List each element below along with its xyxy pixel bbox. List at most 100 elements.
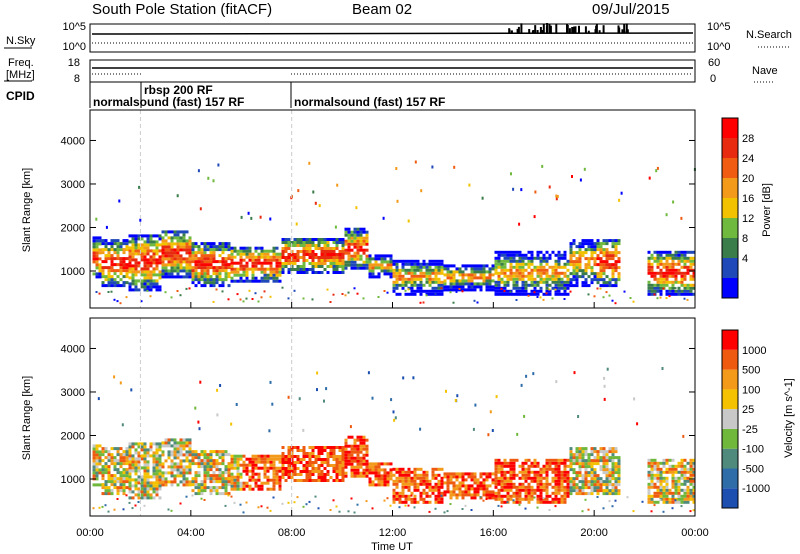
velocity-cell: [578, 492, 582, 496]
velocity-cell: [563, 485, 567, 489]
velocity-cell: [488, 484, 492, 488]
power-cell: [461, 285, 465, 289]
power-cell: [605, 281, 609, 285]
power-cell: [668, 292, 672, 296]
power-cell: [611, 245, 615, 249]
velocity-cell: [593, 486, 597, 490]
power-cell: [575, 272, 579, 276]
velocity-cell: [281, 467, 285, 470]
velocity-cell: [287, 476, 291, 479]
power-cell: [506, 256, 510, 260]
velocity-cell: [332, 499, 335, 502]
power-cell: [389, 269, 393, 273]
velocity-cell: [458, 490, 462, 494]
power-cell: [611, 269, 615, 273]
power-cell: [656, 256, 660, 260]
velocity-cell: [158, 466, 162, 470]
power-cell: [395, 268, 399, 272]
velocity-cell: [350, 435, 354, 439]
power-cell: [119, 284, 123, 288]
velocity-cell: [170, 465, 174, 469]
power-cell: [515, 286, 519, 290]
velocity-cell: [689, 458, 693, 462]
velocity-cell: [278, 484, 282, 488]
velocity-cell: [686, 479, 690, 483]
power-cell: [251, 261, 255, 265]
velocity-cell: [668, 488, 672, 492]
power-cell: [416, 283, 420, 287]
power-cell: [515, 292, 519, 296]
velocity-cell: [140, 445, 144, 449]
power-cell: [602, 263, 606, 267]
velocity-cell: [386, 474, 390, 478]
nsky-burst: [626, 29, 629, 33]
power-cell: [674, 274, 678, 278]
x-tick-label: 04:00: [177, 527, 205, 539]
power-cell: [116, 257, 120, 261]
velocity-cell: [575, 459, 579, 463]
power-cell: [396, 199, 399, 203]
power-cell: [254, 276, 258, 280]
velocity-cell: [689, 494, 693, 498]
velocity-cell: [548, 458, 552, 462]
velocity-cell: [497, 458, 501, 462]
velocity-cell: [119, 471, 123, 475]
power-cell: [239, 279, 243, 283]
velocity-cell: [272, 460, 276, 464]
velocity-cell: [521, 482, 525, 486]
velocity-cell: [374, 471, 378, 475]
velocity-cell: [557, 479, 561, 483]
power-cell: [314, 265, 318, 268]
velocity-cell: [560, 485, 564, 489]
velocity-cell: [656, 488, 660, 492]
power-cell: [215, 269, 219, 273]
velocity-cell: [152, 460, 156, 464]
velocity-cell: [140, 475, 144, 479]
power-cell: [497, 280, 501, 284]
velocity-cell: [227, 477, 231, 481]
nave-label: Nave: [752, 65, 778, 77]
power-cell: [431, 292, 435, 296]
velocity-cell: [545, 476, 549, 480]
velocity-cell: [113, 459, 117, 463]
power-cell: [323, 241, 327, 244]
power-cell: [467, 276, 471, 280]
power-cell: [413, 274, 417, 278]
power-cell: [224, 245, 228, 249]
velocity-cell: [200, 486, 204, 490]
power-cell: [356, 233, 360, 237]
velocity-cell: [524, 497, 528, 501]
power-cell: [176, 290, 179, 292]
velocity-cell: [383, 483, 387, 487]
velocity-cell: [149, 487, 153, 491]
power-cell: [209, 245, 213, 249]
velocity-cell: [206, 468, 210, 472]
velocity-cell: [350, 497, 353, 500]
velocity-cell: [257, 475, 261, 479]
velocity-cell: [182, 480, 186, 484]
power-cell: [524, 289, 528, 293]
power-cell: [500, 265, 504, 269]
velocity-cell: [266, 478, 270, 482]
velocity-cell: [680, 488, 684, 492]
power-cell: [551, 268, 555, 272]
power-cell: [434, 274, 438, 278]
velocity-cell: [233, 501, 236, 504]
velocity-cell: [533, 491, 537, 495]
velocity-cell: [197, 456, 201, 460]
power-cell: [680, 265, 684, 269]
power-cell: [104, 275, 108, 279]
velocity-cell: [152, 451, 156, 455]
power-cell: [518, 222, 521, 226]
power-cell: [497, 277, 501, 281]
velocity-cell: [512, 476, 516, 480]
velocity-cell: [122, 474, 126, 478]
power-cell: [113, 242, 117, 246]
velocity-cell: [125, 456, 129, 460]
power-cell: [350, 248, 354, 252]
power-cell: [116, 248, 120, 252]
velocity-cell: [584, 450, 588, 454]
velocity-cell: [569, 468, 573, 472]
power-colorbar-tick-label: 16: [742, 193, 754, 205]
velocity-cell: [140, 448, 144, 452]
